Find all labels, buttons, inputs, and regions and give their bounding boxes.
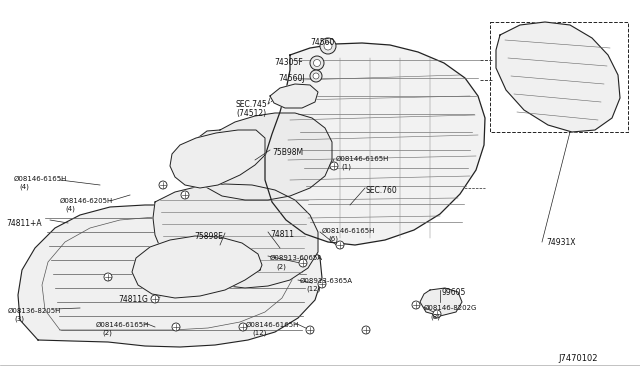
Text: 74560J: 74560J xyxy=(278,74,305,83)
Circle shape xyxy=(306,326,314,334)
Circle shape xyxy=(159,181,167,189)
Text: (6): (6) xyxy=(328,236,338,243)
Text: 74811G: 74811G xyxy=(118,295,148,304)
Text: (74512): (74512) xyxy=(236,109,266,118)
Text: (4): (4) xyxy=(19,184,29,190)
Text: (8): (8) xyxy=(430,313,440,320)
Circle shape xyxy=(181,191,189,199)
Circle shape xyxy=(433,310,441,318)
Circle shape xyxy=(239,323,247,331)
Text: Ø08913-6365A: Ø08913-6365A xyxy=(300,278,353,284)
Text: Ø08146-6165H: Ø08146-6165H xyxy=(322,228,376,234)
Text: (3): (3) xyxy=(14,316,24,323)
Text: Ø08146-6165H: Ø08146-6165H xyxy=(96,322,149,328)
Text: Ø08146-8202G: Ø08146-8202G xyxy=(424,305,477,311)
Text: SEC.760: SEC.760 xyxy=(366,186,397,195)
Text: (12): (12) xyxy=(306,286,321,292)
Text: 74931X: 74931X xyxy=(546,238,575,247)
Circle shape xyxy=(310,70,322,82)
Text: 75B98M: 75B98M xyxy=(272,148,303,157)
Polygon shape xyxy=(18,205,322,347)
Circle shape xyxy=(104,273,112,281)
Circle shape xyxy=(320,38,336,54)
Circle shape xyxy=(313,73,319,79)
Circle shape xyxy=(336,241,344,249)
Polygon shape xyxy=(191,113,332,200)
Polygon shape xyxy=(420,288,462,316)
Text: Ø08913-6065A: Ø08913-6065A xyxy=(270,255,323,261)
Circle shape xyxy=(324,42,332,50)
Text: 74811+A: 74811+A xyxy=(6,219,42,228)
Text: J7470102: J7470102 xyxy=(558,354,598,363)
Text: Ø08146-6205H: Ø08146-6205H xyxy=(60,198,113,204)
Text: 75898E: 75898E xyxy=(194,232,223,241)
Polygon shape xyxy=(270,84,318,108)
Text: 74811: 74811 xyxy=(270,230,294,239)
Polygon shape xyxy=(265,43,485,245)
Circle shape xyxy=(299,259,307,267)
Text: Ø08146-6165H: Ø08146-6165H xyxy=(336,156,389,162)
Text: (1): (1) xyxy=(341,164,351,170)
Polygon shape xyxy=(496,22,620,132)
Polygon shape xyxy=(132,236,262,298)
Text: (2): (2) xyxy=(276,263,286,269)
Text: 99605: 99605 xyxy=(442,288,467,297)
Circle shape xyxy=(172,323,180,331)
Circle shape xyxy=(151,295,159,303)
Text: Ø08146-6165H: Ø08146-6165H xyxy=(14,176,67,182)
Text: 74305F: 74305F xyxy=(274,58,303,67)
Text: Ø08146-6165H: Ø08146-6165H xyxy=(246,322,300,328)
Circle shape xyxy=(412,301,420,309)
Text: (12): (12) xyxy=(252,330,266,337)
Bar xyxy=(490,22,628,132)
Text: SEC.745: SEC.745 xyxy=(236,100,268,109)
Text: 74560: 74560 xyxy=(310,38,334,47)
Circle shape xyxy=(330,162,338,170)
Text: (4): (4) xyxy=(65,206,75,212)
Circle shape xyxy=(310,56,324,70)
Circle shape xyxy=(314,60,321,67)
Circle shape xyxy=(318,280,326,288)
Circle shape xyxy=(362,326,370,334)
Text: Ø08136-8205H: Ø08136-8205H xyxy=(8,308,61,314)
Text: (2): (2) xyxy=(102,330,112,337)
Polygon shape xyxy=(153,184,318,288)
Polygon shape xyxy=(170,130,265,188)
